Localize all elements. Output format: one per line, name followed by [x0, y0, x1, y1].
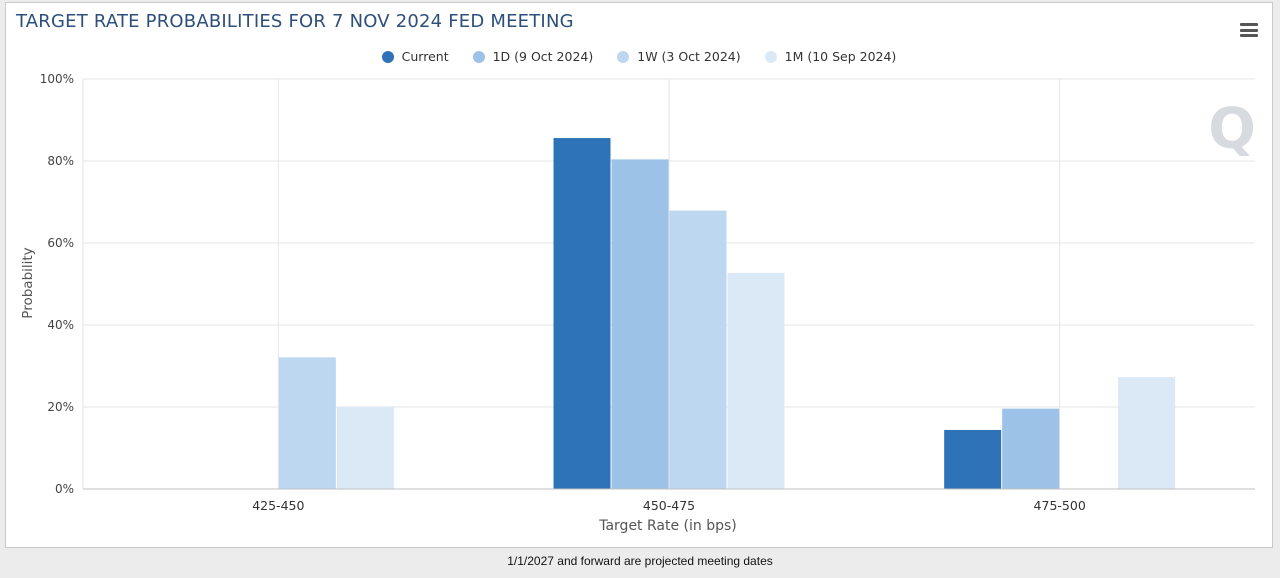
- bar: [278, 357, 336, 489]
- hamburger-menu-icon[interactable]: [1240, 23, 1258, 37]
- bar: [727, 272, 785, 489]
- q-logo-watermark: Q: [1208, 97, 1256, 162]
- bar: [553, 138, 611, 490]
- legend-item[interactable]: 1M (10 Sep 2024): [764, 49, 897, 64]
- legend-marker: [764, 50, 777, 63]
- x-tick-label: 450-475: [643, 498, 695, 513]
- legend-marker: [617, 50, 630, 63]
- x-axis-title: Target Rate (in bps): [598, 518, 737, 534]
- legend-label: 1M (10 Sep 2024): [784, 49, 897, 64]
- legend-item[interactable]: Current: [381, 49, 449, 64]
- chart-legend: Current 1D (9 Oct 2024) 1W (3 Oct 2024) 1M …: [6, 49, 1272, 64]
- legend-label: 1D (9 Oct 2024): [492, 49, 594, 64]
- legend-label: 1W (3 Oct 2024): [637, 49, 741, 64]
- legend-item[interactable]: 1D (9 Oct 2024): [472, 49, 594, 64]
- legend-label: Current: [401, 49, 449, 64]
- legend-marker: [472, 50, 485, 63]
- y-tick-label: 100%: [40, 72, 74, 86]
- bar: [611, 159, 669, 490]
- footer-note: 1/1/2027 and forward are projected meeti…: [507, 554, 773, 568]
- y-tick-label: 60%: [47, 236, 74, 250]
- chart-title: TARGET RATE PROBABILITIES FOR 7 NOV 2024…: [16, 11, 574, 32]
- legend-item[interactable]: 1W (3 Oct 2024): [617, 49, 741, 64]
- bar: [1118, 377, 1176, 489]
- y-tick-label: 80%: [47, 154, 74, 168]
- legend-marker: [381, 50, 394, 63]
- x-tick-label: 425-450: [252, 498, 304, 513]
- x-tick-label: 475-500: [1034, 498, 1086, 513]
- bar: [336, 407, 394, 489]
- bar: [1002, 408, 1060, 489]
- y-tick-label: 20%: [47, 400, 74, 414]
- bar: [944, 429, 1002, 489]
- y-tick-label: 0%: [55, 482, 74, 496]
- y-axis-title: Probability: [20, 247, 36, 318]
- bar: [669, 210, 727, 490]
- y-tick-label: 40%: [47, 318, 74, 332]
